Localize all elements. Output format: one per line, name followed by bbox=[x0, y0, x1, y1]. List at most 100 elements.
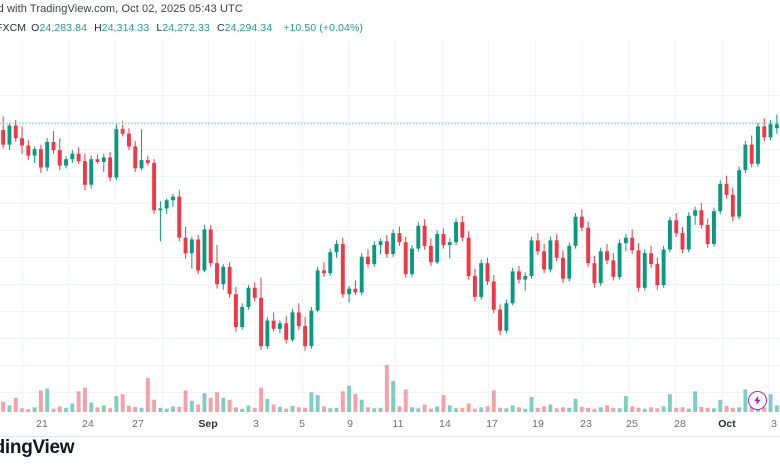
volume-bar bbox=[504, 408, 509, 412]
volume-bar bbox=[535, 407, 540, 412]
candle-body bbox=[416, 225, 421, 249]
candle-body bbox=[196, 239, 201, 271]
volume-bar bbox=[567, 407, 572, 412]
volume-bar bbox=[32, 407, 37, 412]
candle-body bbox=[215, 263, 219, 285]
candle-body bbox=[51, 141, 56, 151]
time-axis-tick: 24 bbox=[82, 418, 94, 430]
candle-body bbox=[466, 237, 471, 276]
candle-body bbox=[435, 234, 440, 263]
time-axis-tick: 19 bbox=[532, 418, 544, 430]
volume-bar bbox=[693, 391, 698, 412]
candle-body bbox=[271, 320, 276, 329]
change-value: +10.50 (+0.04%) bbox=[283, 22, 363, 34]
time-axis-tick: 23 bbox=[580, 418, 592, 430]
volume-bar bbox=[542, 406, 547, 412]
volume-bar bbox=[403, 389, 408, 412]
candle-body bbox=[315, 270, 320, 311]
candle-body bbox=[422, 225, 427, 246]
time-axis-tick: 25 bbox=[626, 418, 638, 430]
volume-bar bbox=[611, 407, 616, 412]
volume-bar bbox=[586, 407, 591, 412]
candle-body bbox=[498, 309, 503, 331]
candle-body bbox=[523, 275, 528, 280]
candle-body bbox=[82, 161, 87, 185]
volume-bar bbox=[89, 402, 94, 412]
candle-body bbox=[649, 253, 653, 265]
candle-body bbox=[686, 215, 691, 250]
volume-bar bbox=[133, 406, 138, 412]
candle-body bbox=[705, 224, 710, 245]
candle-body bbox=[611, 260, 616, 277]
volume-bar bbox=[384, 365, 389, 412]
candle-body bbox=[460, 222, 465, 238]
candle-body bbox=[366, 256, 370, 265]
volume-bar bbox=[705, 407, 710, 412]
volume-bar bbox=[45, 388, 50, 412]
candle-body bbox=[45, 141, 50, 168]
candle-body bbox=[661, 249, 666, 286]
volume-bar bbox=[579, 406, 584, 412]
volume-bar bbox=[674, 407, 679, 412]
volume-bar bbox=[454, 408, 458, 412]
volume-bar bbox=[303, 407, 308, 412]
candle-body bbox=[171, 196, 175, 201]
candle-body bbox=[630, 237, 635, 251]
volume-bar bbox=[76, 391, 81, 412]
candle-body bbox=[353, 288, 358, 293]
candle-body bbox=[586, 227, 591, 264]
volume-bar bbox=[296, 407, 301, 412]
volume-bar bbox=[196, 404, 201, 412]
candle-body bbox=[774, 123, 779, 129]
volume-bar bbox=[139, 407, 144, 412]
volume-bar bbox=[441, 395, 446, 412]
volume-bar bbox=[422, 404, 427, 412]
volume-bar bbox=[378, 407, 383, 412]
candle-body bbox=[32, 149, 37, 156]
candle-body bbox=[712, 211, 716, 245]
lightning-bolt-icon[interactable] bbox=[748, 391, 767, 410]
volume-bar bbox=[428, 408, 433, 412]
candle-body bbox=[479, 263, 484, 297]
time-axis-tick: 27 bbox=[132, 418, 144, 430]
candle-body bbox=[328, 252, 333, 274]
volume-bar bbox=[265, 398, 270, 412]
candle-body bbox=[246, 287, 251, 307]
candle-body bbox=[227, 266, 232, 295]
volume-bar bbox=[1, 401, 6, 412]
candle-body bbox=[667, 220, 672, 250]
volume-bar bbox=[472, 408, 477, 412]
candle-body bbox=[579, 216, 584, 228]
candle-body bbox=[183, 237, 188, 254]
candle-body bbox=[378, 241, 383, 245]
candle-body bbox=[139, 160, 144, 169]
volume-bar bbox=[221, 397, 226, 412]
candle-body bbox=[655, 264, 660, 286]
candle-body bbox=[535, 240, 540, 252]
volume-bar bbox=[271, 404, 276, 412]
candle-body bbox=[762, 126, 767, 138]
candle-body bbox=[334, 244, 339, 253]
candle-body bbox=[7, 125, 12, 145]
volume-bar bbox=[82, 387, 87, 412]
price-plot-area[interactable] bbox=[0, 40, 780, 415]
time-axis-tick: 17 bbox=[486, 418, 498, 430]
candle-body bbox=[108, 157, 113, 178]
volume-bar bbox=[353, 394, 358, 412]
volume-bar bbox=[623, 396, 628, 412]
candle-body bbox=[491, 281, 496, 310]
volume-bar bbox=[737, 407, 742, 412]
volume-bar bbox=[366, 407, 370, 412]
grid-lines bbox=[0, 40, 780, 415]
candle-body bbox=[57, 150, 62, 166]
volume-bar bbox=[322, 406, 326, 412]
volume-bar bbox=[762, 407, 767, 412]
volume-bar bbox=[64, 407, 68, 412]
time-axis-tick: 3 bbox=[771, 418, 777, 430]
candle-body bbox=[158, 208, 163, 211]
volume-bar bbox=[649, 407, 653, 412]
tradingview-watermark: TradingView bbox=[0, 437, 75, 458]
volume-bar bbox=[70, 403, 75, 412]
time-axis-tick: 21 bbox=[36, 418, 48, 430]
candle-body bbox=[290, 312, 295, 340]
